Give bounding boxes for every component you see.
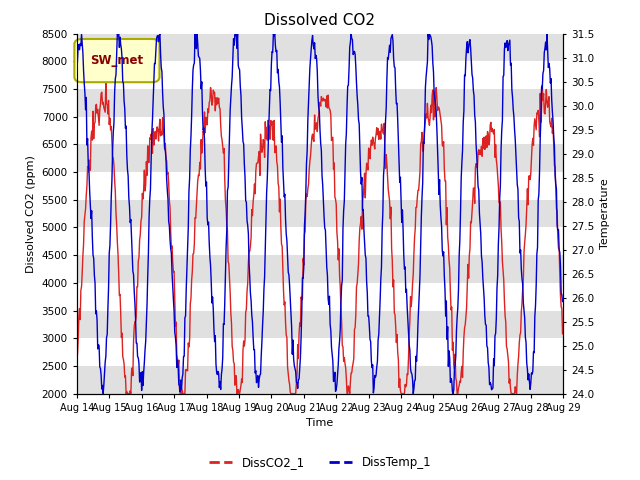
- X-axis label: Time: Time: [307, 418, 333, 428]
- Bar: [77, 34, 563, 61]
- Bar: [77, 366, 563, 394]
- Bar: [77, 144, 563, 172]
- Bar: [77, 89, 563, 117]
- Y-axis label: Temperature: Temperature: [600, 178, 610, 249]
- Legend: DissCO2_1, DissTemp_1: DissCO2_1, DissTemp_1: [204, 452, 436, 474]
- Text: SW_met: SW_met: [91, 54, 144, 67]
- Bar: [77, 255, 563, 283]
- Bar: [77, 311, 563, 338]
- Bar: [77, 200, 563, 228]
- Y-axis label: Dissolved CO2 (ppm): Dissolved CO2 (ppm): [26, 155, 36, 273]
- Title: Dissolved CO2: Dissolved CO2: [264, 13, 376, 28]
- FancyBboxPatch shape: [74, 39, 159, 82]
